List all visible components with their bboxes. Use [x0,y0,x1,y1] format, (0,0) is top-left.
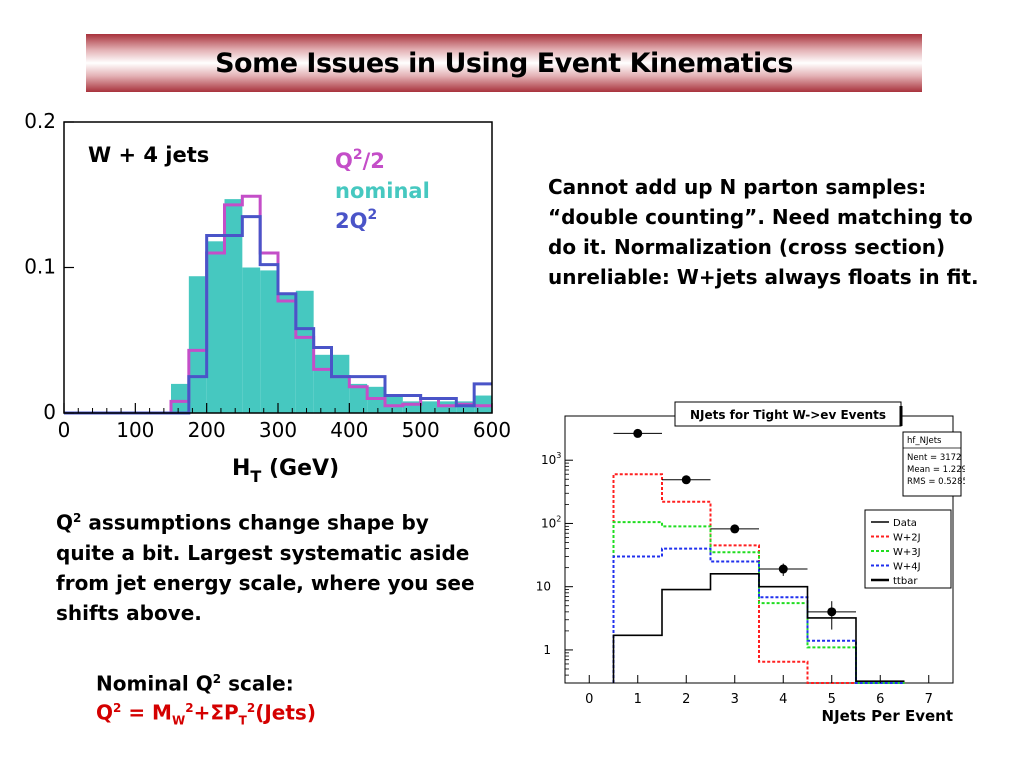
slide-title: Some Issues in Using Event Kinematics [215,48,793,79]
njets-data-point-1 [681,475,691,485]
njets-x-tick-label-2: 2 [682,692,690,707]
ht-bar-nominal-14 [313,354,332,413]
ht-bar-nominal-11 [260,270,278,413]
njets-x-tick-label-3: 3 [731,692,739,707]
njets-x-tick-label-5: 5 [828,692,836,707]
ht-x-tick-label-0: 0 [58,418,71,442]
njets-step-line-2 [612,521,905,684]
njets-y-tick-label-0: 1 [543,643,551,657]
ht-histogram-chart: 0 100 200 300 400 500 600 0 0.1 0.2 HT (GeV) W + 4 … [24,109,511,486]
njets-stats-box [902,431,962,497]
njets-x-axis-label: NJets Per Event [822,707,953,725]
ht-bar-nominal-19 [402,401,421,413]
ht-x-tick-label-3: 300 [259,418,297,442]
njets-x-tick-label-7: 7 [925,692,933,707]
njets-step-line-4 [612,572,905,683]
njets-stats-row-0: Nent = 3172 [907,453,961,463]
ht-x-axis-label: HT (GeV) [232,456,339,486]
njets-legend-label-4: ttbar [893,576,918,587]
njets-data-point-0 [633,428,643,438]
formula-rest: (Jets) [255,700,316,725]
ht-bar-nominal-15 [331,354,350,413]
ht-bar-nominal-7 [188,276,207,413]
ht-bar-nominal-9 [224,199,243,413]
ht-legend-entry-0: Q2/2 [335,147,385,173]
ht-y-tick-label-2: 0.2 [24,109,56,133]
njets-y-tick-label-3: 103 [541,451,561,467]
ht-annotation: W + 4 jets [88,143,209,167]
scale-formula: Q2 = MW2+ΣPT2(Jets) [96,700,316,728]
njets-data-point-3 [778,564,788,574]
njets-stats-name: hf_NJets [907,436,942,446]
ht-bar-nominal-16 [349,383,368,413]
njets-stats-row-2: RMS = 0.5285 [907,477,965,487]
njets-histogram-chart: 0 1 2 3 4 5 6 7 1 10 102 103 NJets for Tight W->ev E… [536,401,965,725]
ht-bar-nominal-6 [171,383,189,413]
ht-x-tick-label-2: 200 [188,418,226,442]
formula-eq: = M [121,700,172,725]
nominal-prefix: Nominal Q [96,671,213,696]
njets-data-point-4 [827,607,837,617]
njets-stats-row-1: Mean = 1.229 [907,465,965,475]
ht-x-tick-label-4: 400 [330,418,368,442]
njets-x-tick-label-4: 4 [779,692,787,707]
njets-legend-label-2: W+3J [893,547,921,558]
nominal-scale-label: Nominal Q2 scale: [96,671,294,696]
left-text-body: assumptions change shape by quite a bit.… [56,510,475,625]
njets-title-box [674,401,902,427]
ht-bar-nominal-13 [295,290,314,413]
njets-legend-label-0: Data [893,518,917,529]
ht-bar-nominal-20 [420,401,439,413]
title-bar: Some Issues in Using Event Kinematics [86,34,922,92]
ht-x-tick-label-5: 500 [402,418,440,442]
njets-x-tick-label-0: 0 [585,692,593,707]
nominal-label: scale: [228,671,294,696]
ht-bar-nominal-8 [206,241,225,413]
ht-legend-entry-1: nominal [335,179,430,203]
njets-x-tick-label-6: 6 [876,692,884,707]
ht-bar-nominal-12 [278,293,296,413]
ht-x-tick-label-1: 100 [116,418,154,442]
njets-x-tick-label-1: 1 [634,692,642,707]
njets-chart-title: NJets for Tight W->ev Events [690,408,886,422]
ht-bar-nominal-10 [242,267,261,413]
njets-legend-label-3: W+4J [893,562,921,573]
ht-y-tick-label-1: 0.1 [24,255,56,279]
njets-data-point-2 [730,524,740,534]
njets-legend-box [864,509,952,589]
njets-legend-label-1: W+2J [893,533,921,544]
njets-y-tick-label-2: 102 [541,514,561,530]
right-text: Cannot add up N parton samples: “double … [548,175,979,289]
njets-y-tick-label-1: 10 [536,580,551,594]
ht-x-tick-label-6: 600 [473,418,511,442]
ht-y-tick-label-0: 0 [43,400,56,424]
njets-step-line-1 [612,473,905,684]
njets-step-line-3 [612,547,905,684]
left-text: Q2 assumptions change shape by quite a b… [56,510,475,625]
ht-legend-entry-2: 2Q2 [335,207,377,233]
